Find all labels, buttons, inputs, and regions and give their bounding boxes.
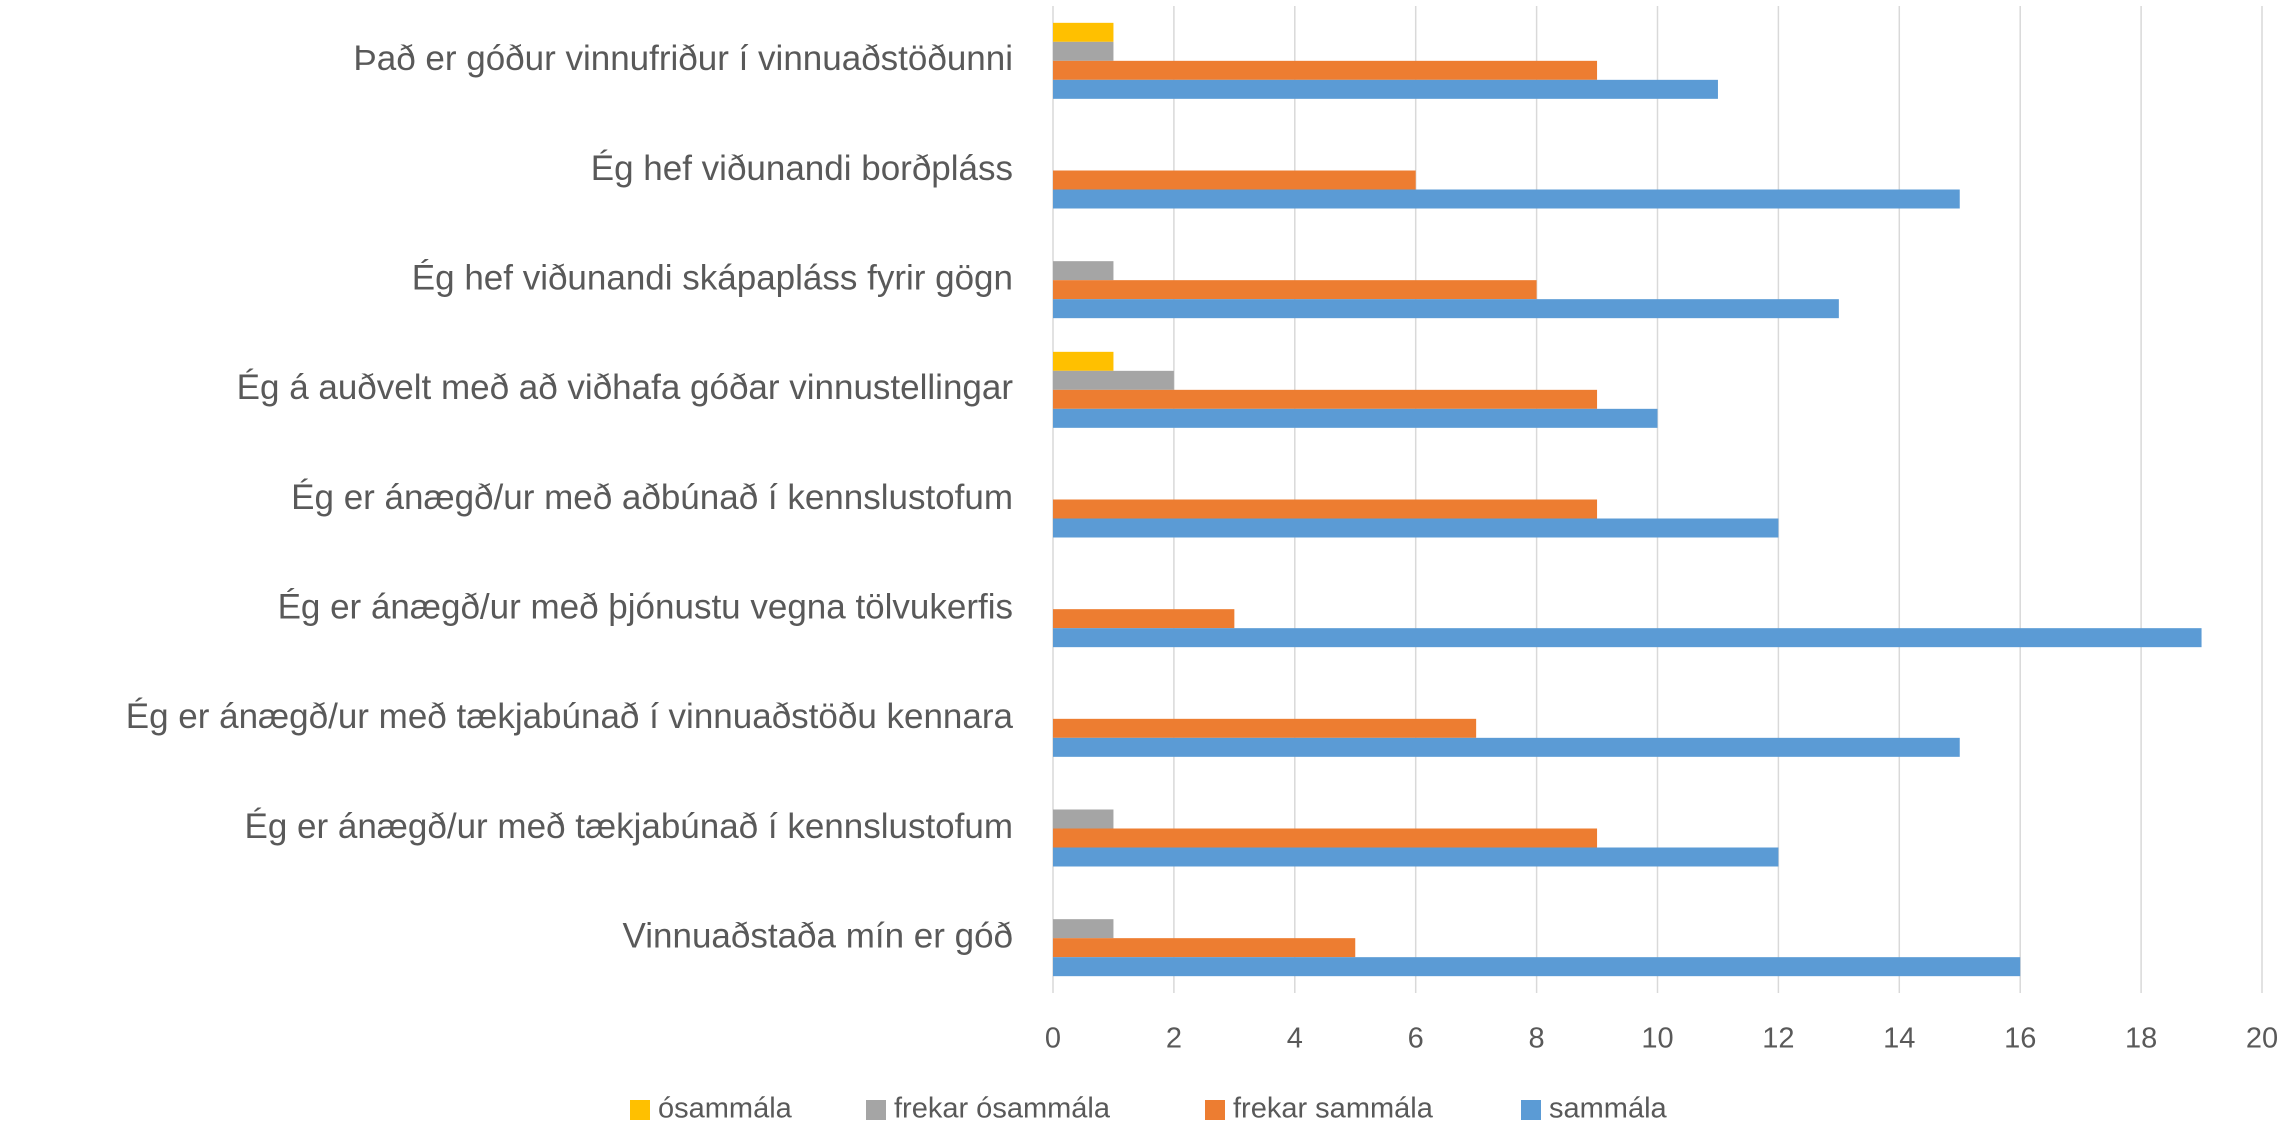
- category-label: Ég er ánægð/ur með tækjabúnað í kennslus…: [245, 807, 1014, 846]
- category-label: Vinnuaðstaða mín er góð: [623, 916, 1013, 955]
- bar: [1053, 628, 2202, 648]
- bar: [1053, 170, 1416, 190]
- category-label: Ég hef viðunandi borðpláss: [591, 149, 1013, 188]
- legend-swatch: [630, 1100, 650, 1120]
- x-tick-label: 2: [1166, 1023, 1182, 1055]
- legend-swatch: [1205, 1100, 1225, 1120]
- bar: [1053, 919, 1114, 939]
- legend-swatch: [1521, 1100, 1541, 1120]
- x-tick-label: 4: [1287, 1023, 1303, 1055]
- bar: [1053, 518, 1779, 538]
- bar: [1053, 389, 1598, 409]
- x-tick-label: 20: [2246, 1023, 2278, 1055]
- bar: [1053, 79, 1718, 99]
- bar: [1053, 299, 1839, 319]
- bar: [1053, 737, 1960, 757]
- x-tick-label: 10: [1641, 1023, 1673, 1055]
- legend-label: frekar ósammála: [894, 1093, 1111, 1125]
- bar: [1053, 499, 1598, 519]
- x-tick-label: 0: [1045, 1023, 1061, 1055]
- bar: [1053, 828, 1598, 848]
- category-label: Ég er ánægð/ur með aðbúnað í kennslustof…: [291, 478, 1013, 517]
- category-label: Ég á auðvelt með að viðhafa góðar vinnus…: [237, 368, 1014, 407]
- bar: [1053, 261, 1114, 281]
- bar: [1053, 41, 1114, 61]
- bar: [1053, 189, 1960, 209]
- category-label: Ég er ánægð/ur með tækjabúnað í vinnuaðs…: [126, 697, 1014, 736]
- category-label: Ég er ánægð/ur með þjónustu vegna tölvuk…: [278, 587, 1013, 626]
- bar: [1053, 609, 1235, 629]
- bar: [1053, 809, 1114, 829]
- bar: [1053, 280, 1537, 300]
- category-label: Ég hef viðunandi skápapláss fyrir gögn: [412, 258, 1013, 297]
- legend-label: sammála: [1549, 1093, 1668, 1125]
- bar: [1053, 351, 1114, 371]
- x-tick-label: 18: [2125, 1023, 2157, 1055]
- bar: [1053, 60, 1598, 80]
- x-tick-label: 6: [1408, 1023, 1424, 1055]
- bar: [1053, 22, 1114, 42]
- bar: [1053, 718, 1477, 738]
- x-tick-label: 16: [2004, 1023, 2036, 1055]
- bar: [1053, 957, 2021, 977]
- x-tick-label: 12: [1762, 1023, 1794, 1055]
- bar: [1053, 938, 1356, 958]
- bar: [1053, 408, 1658, 428]
- x-tick-label: 14: [1883, 1023, 1915, 1055]
- bar: [1053, 370, 1174, 390]
- x-tick-label: 8: [1529, 1023, 1545, 1055]
- legend-label: frekar sammála: [1233, 1093, 1434, 1125]
- legend-label: ósammála: [658, 1093, 793, 1125]
- bar: [1053, 847, 1779, 867]
- legend-swatch: [866, 1100, 886, 1120]
- category-label: Það er góður vinnufriður í vinnuaðstöðun…: [353, 39, 1013, 78]
